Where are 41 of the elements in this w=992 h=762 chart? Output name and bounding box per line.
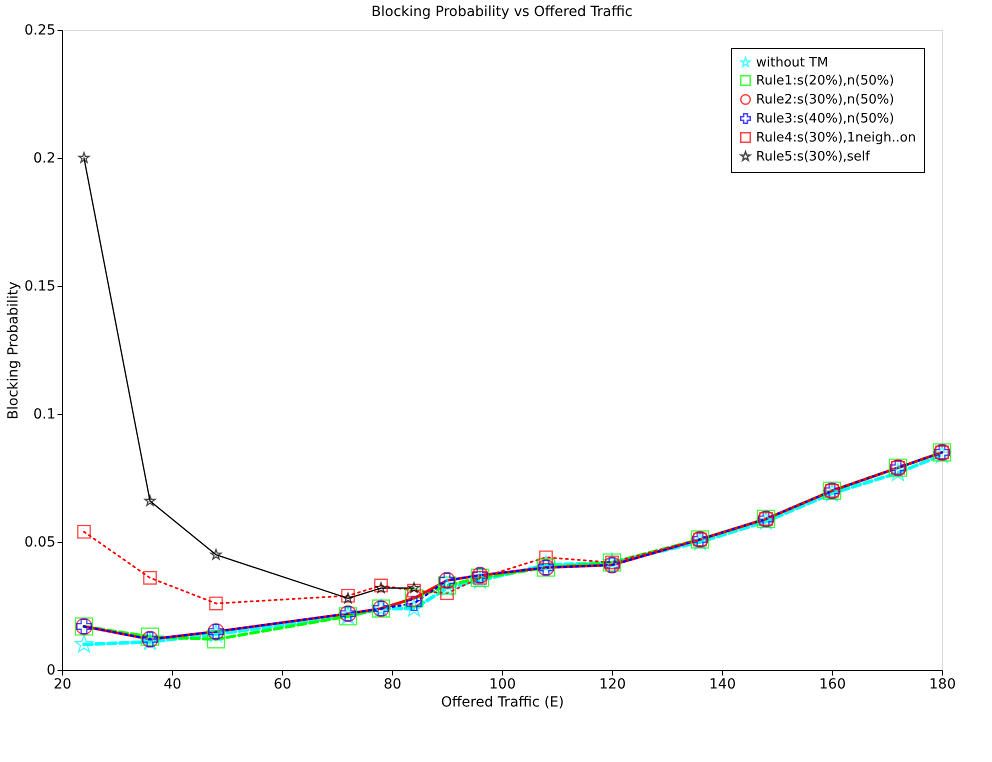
x-tick-label: 180 <box>929 676 956 692</box>
point <box>536 555 556 574</box>
y-tick-label: 0 <box>46 662 56 678</box>
x-tick-label: 140 <box>709 676 736 692</box>
point <box>209 596 223 610</box>
y-tick-label: 0.2 <box>33 150 56 166</box>
x-tick-label: 160 <box>819 676 846 692</box>
y-tick-label: 0.1 <box>33 406 56 422</box>
x-axis-title: Offered Traffic (E) <box>441 694 564 710</box>
point <box>375 582 387 593</box>
point <box>342 592 354 604</box>
point <box>408 582 420 593</box>
x-tick-label: 80 <box>384 676 402 692</box>
x-tick-label: 100 <box>489 676 516 692</box>
point <box>206 630 226 648</box>
point <box>78 152 90 163</box>
point <box>341 588 355 603</box>
point <box>143 570 157 585</box>
legend-label: Rule1:s(20%),n(50%) <box>756 74 894 88</box>
chart-title: Blocking Probability vs Offered Traffic <box>371 4 633 20</box>
y-tick-label: 0.15 <box>24 278 56 294</box>
point <box>144 495 156 506</box>
legend-label: Rule2:s(30%),n(50%) <box>756 92 894 108</box>
point <box>888 463 908 481</box>
point <box>210 548 222 560</box>
legend-label: Rule5:s(30%),self <box>756 150 870 164</box>
x-tick-label: 60 <box>274 676 292 692</box>
x-tick-label: 40 <box>164 676 182 692</box>
y-tick-label: 0.05 <box>24 534 56 550</box>
x-tick-label: 120 <box>599 676 626 692</box>
y-tick-label: 0.25 <box>24 22 56 38</box>
legend-label: Rule3:s(40%),n(50%) <box>756 112 894 126</box>
x-tick-label: 20 <box>54 676 72 692</box>
point <box>74 634 94 652</box>
y-axis-title: Blocking Probability <box>5 282 22 420</box>
point <box>407 584 421 598</box>
point <box>404 598 424 617</box>
point <box>77 524 91 539</box>
legend-label: Rule4:s(30%),1neigh..on <box>756 130 916 146</box>
legend-label: without TM <box>756 56 828 70</box>
point <box>140 628 160 646</box>
